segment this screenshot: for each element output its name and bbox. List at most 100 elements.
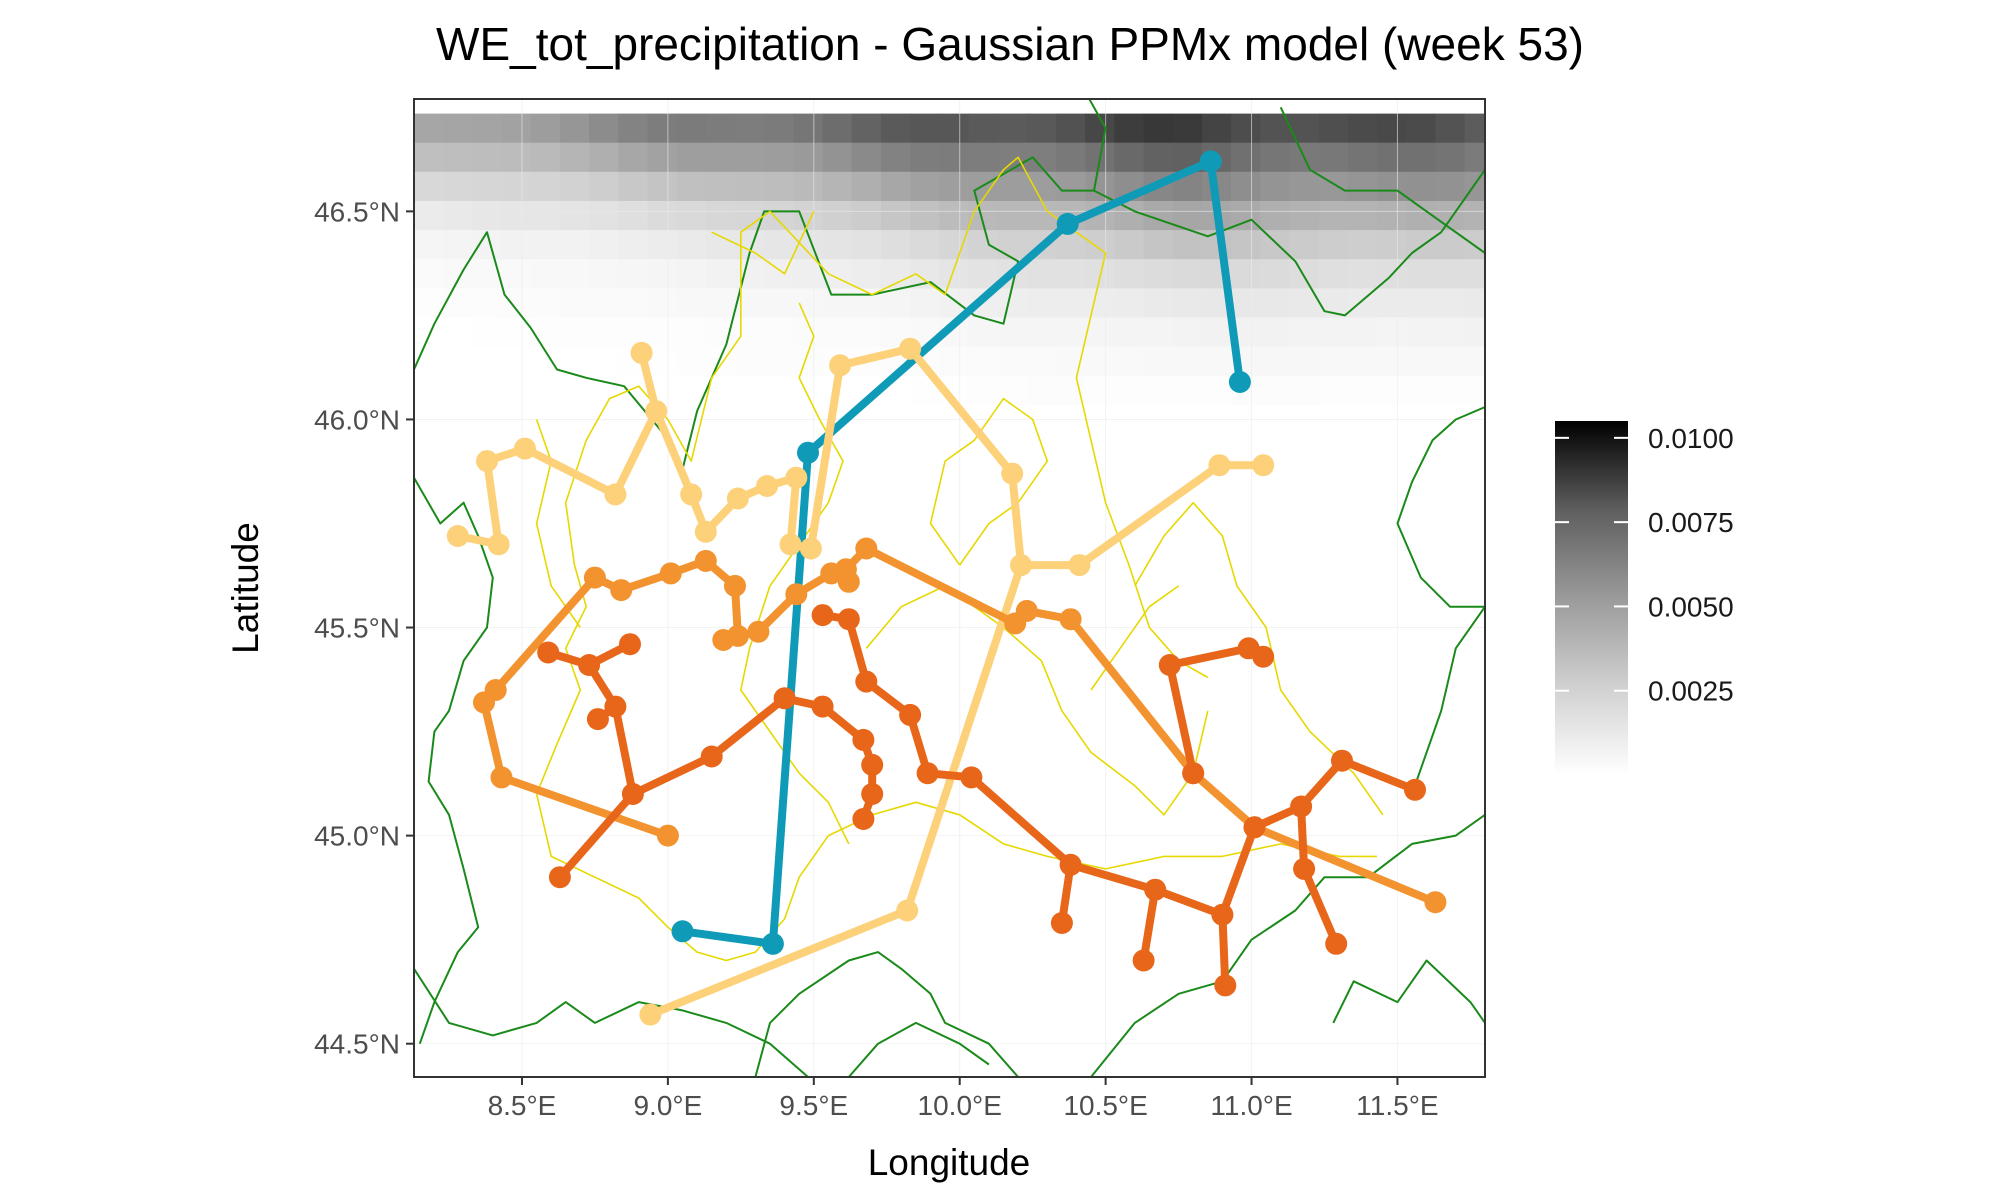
- precip-tile: [705, 142, 736, 173]
- station-point: [726, 487, 749, 510]
- cluster-edge: [555, 790, 637, 882]
- precip-tile: [939, 346, 970, 377]
- precip-tile: [968, 142, 999, 173]
- precip-tile: [1231, 288, 1261, 319]
- station-point: [852, 728, 875, 751]
- precip-tile: [1464, 201, 1485, 231]
- precip-tile: [1347, 171, 1378, 202]
- precip-tile: [1464, 375, 1485, 406]
- station-point: [639, 1003, 662, 1026]
- cluster-edge: [1206, 157, 1244, 386]
- precip-tile: [997, 171, 1028, 202]
- precip-tile: [1406, 259, 1436, 289]
- precip-tile: [851, 317, 882, 348]
- precip-tile: [443, 230, 473, 260]
- region-border-line: [711, 211, 815, 275]
- country-border-line: [754, 951, 1019, 1077]
- station-point: [1056, 212, 1079, 235]
- precip-tile: [1377, 171, 1407, 202]
- precip-tile: [1406, 288, 1436, 319]
- x-tick-label: 8.5°E: [488, 1090, 557, 1121]
- country-border-line: [1093, 169, 1485, 317]
- colorbar-legend: 0.0025 0.0050 0.0075 0.0100: [1555, 421, 1734, 775]
- colorbar: [1555, 421, 1628, 775]
- precip-tile: [1026, 346, 1057, 377]
- precip-tile: [443, 317, 473, 348]
- precip-tile: [676, 317, 707, 348]
- precip-tile: [968, 346, 999, 377]
- precip-tile: [1464, 317, 1485, 348]
- x-axis-title: Longitude: [868, 1142, 1031, 1183]
- station-point: [476, 450, 498, 473]
- precip-tile: [1056, 288, 1086, 319]
- precip-tile: [1347, 317, 1378, 348]
- precip-tile: [676, 142, 707, 173]
- precip-tile: [1026, 288, 1057, 319]
- country-border-line: [1396, 406, 1485, 608]
- station-point: [619, 633, 641, 656]
- precip-tile: [1085, 171, 1115, 202]
- station-point: [1059, 608, 1082, 631]
- precip-tile: [676, 201, 707, 231]
- station-point: [855, 537, 878, 560]
- precip-tile: [968, 171, 999, 202]
- precip-tile: [1260, 288, 1291, 319]
- legend-tick-label: 0.0075: [1648, 507, 1734, 538]
- precip-tile: [618, 142, 649, 173]
- precip-tile: [647, 113, 678, 144]
- station-point: [1228, 371, 1251, 393]
- cluster-edge: [678, 927, 777, 948]
- precip-tile: [472, 259, 503, 289]
- precip-tile: [1289, 346, 1320, 377]
- precip-tile: [443, 288, 473, 319]
- precip-tile: [1056, 113, 1086, 144]
- legend-tick-label: 0.0025: [1648, 676, 1734, 707]
- panel-frame: [413, 98, 1486, 1078]
- precip-tile: [822, 230, 853, 260]
- precip-tile: [414, 201, 444, 231]
- cluster-edge: [804, 219, 1072, 457]
- precipitation-tiles: [414, 113, 1485, 435]
- station-point: [1001, 462, 1024, 485]
- cluster-edge: [806, 361, 845, 553]
- precip-tile: [997, 317, 1028, 348]
- precip-tile: [1056, 346, 1086, 377]
- precip-tile: [822, 142, 853, 173]
- station-point: [1208, 454, 1231, 477]
- precip-tile: [559, 201, 590, 231]
- precip-tile: [1085, 288, 1115, 319]
- precip-tile: [618, 113, 649, 144]
- precip-tile: [1318, 142, 1349, 173]
- precip-tile: [1114, 230, 1145, 260]
- x-tick-label: 9.5°E: [779, 1090, 848, 1121]
- cluster-edge: [906, 344, 1017, 478]
- colorbar-ticks: 0.0025 0.0050 0.0075 0.0100: [1555, 423, 1734, 707]
- precip-tile: [1289, 171, 1320, 202]
- region-border-line: [535, 440, 1377, 962]
- precip-tile: [880, 113, 911, 144]
- precip-tile: [851, 259, 882, 289]
- x-tick-label: 11.5°E: [1356, 1090, 1438, 1121]
- station-point: [1010, 554, 1032, 577]
- precip-tile: [1143, 113, 1174, 144]
- precip-tile: [1289, 113, 1320, 144]
- cluster-edge: [1218, 823, 1259, 919]
- precip-tile: [559, 375, 590, 406]
- precip-tile: [793, 113, 824, 144]
- precip-tile: [501, 259, 532, 289]
- precip-tile: [1056, 317, 1086, 348]
- x-tick-label: 9.0°E: [633, 1090, 702, 1121]
- station-point: [604, 695, 627, 718]
- precip-tile: [414, 113, 444, 144]
- precip-tile: [530, 171, 561, 202]
- precip-tile: [1026, 113, 1057, 144]
- station-point: [659, 562, 682, 585]
- station-point: [852, 808, 875, 830]
- country-border-line: [848, 1021, 990, 1077]
- precip-tile: [735, 113, 765, 144]
- precip-tile: [1318, 346, 1349, 377]
- precip-tile: [1289, 317, 1320, 348]
- precip-tile: [735, 375, 765, 406]
- y-axis: 44.5°N 45.0°N 45.5°N 46.0°N 46.5°N: [314, 196, 414, 1060]
- precip-tile: [997, 346, 1028, 377]
